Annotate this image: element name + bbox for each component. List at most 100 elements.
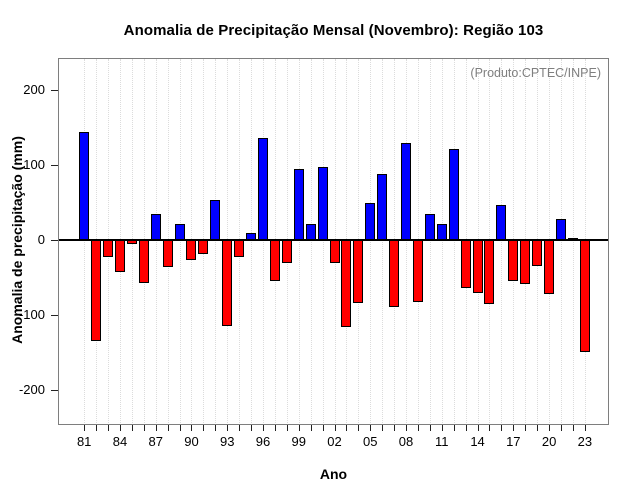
x-tick-2013 <box>465 425 467 431</box>
bar-2000 <box>305 223 316 240</box>
bar-2011 <box>436 224 447 240</box>
x-tick-label-1981: 81 <box>76 434 92 449</box>
gridline-2008 <box>406 59 408 423</box>
x-tick-label-2014: 14 <box>470 434 485 449</box>
x-tick-label-2011: 11 <box>435 434 449 449</box>
gridline-2010 <box>429 59 431 423</box>
gridline-2012 <box>453 59 455 423</box>
x-tick-2009 <box>417 425 419 431</box>
x-tick-2001 <box>322 425 324 431</box>
x-tick-2000 <box>310 425 312 431</box>
bar-2015 <box>484 240 495 304</box>
x-tick-1981 <box>84 425 86 431</box>
bar-2009 <box>412 240 423 303</box>
x-tick-2023 <box>584 425 586 431</box>
x-tick-2019 <box>537 425 539 431</box>
x-tick-1988 <box>167 425 169 431</box>
x-tick-1998 <box>286 425 288 431</box>
x-tick-1996 <box>263 425 264 431</box>
x-tick-2010 <box>429 425 431 431</box>
y-tick--100 <box>51 314 58 316</box>
x-tick-2005 <box>370 425 372 431</box>
x-tick-1987 <box>155 425 157 431</box>
x-tick-2002 <box>334 425 336 431</box>
bar-2013 <box>460 240 471 288</box>
bar-2003 <box>341 240 352 327</box>
x-tick-2018 <box>525 425 527 431</box>
bar-1988 <box>162 240 173 267</box>
x-tick-1990 <box>191 425 193 431</box>
gridline-1999 <box>298 59 300 423</box>
bar-2020 <box>544 240 555 294</box>
gridline-1996 <box>263 59 264 423</box>
bar-2018 <box>520 240 531 285</box>
x-tick-2003 <box>346 425 348 431</box>
bar-2008 <box>401 142 412 240</box>
y-tick--200 <box>51 389 58 391</box>
y-tick-label--200: -200 <box>18 382 45 397</box>
chart-title: Anomalia de Precipitação Mensal (Novembr… <box>123 22 544 39</box>
x-tick-2017 <box>513 425 515 431</box>
bar-1989 <box>174 223 185 240</box>
gridline-2011 <box>441 59 443 423</box>
bar-2005 <box>365 202 376 240</box>
bar-2016 <box>496 204 507 240</box>
x-tick-label-1993: 93 <box>220 434 235 449</box>
x-tick-2004 <box>358 425 360 431</box>
x-tick-label-1984: 84 <box>112 434 128 449</box>
bar-2023 <box>579 240 590 352</box>
bar-2002 <box>329 240 340 263</box>
bar-2021 <box>556 219 566 240</box>
gridline-1981 <box>84 59 86 423</box>
gridline-1992 <box>215 59 217 423</box>
x-tick-2021 <box>561 425 562 431</box>
gridline-2006 <box>382 59 384 423</box>
x-tick-1997 <box>274 425 276 431</box>
bar-1981 <box>79 132 90 240</box>
x-tick-label-1987: 87 <box>148 434 163 449</box>
bar-1986 <box>138 240 149 283</box>
x-tick-label-2002: 02 <box>327 434 342 449</box>
gridline-2001 <box>322 59 324 423</box>
bar-1999 <box>293 168 304 240</box>
bar-2001 <box>317 167 328 240</box>
bar-1983 <box>103 240 114 258</box>
x-tick-2006 <box>382 425 384 431</box>
x-tick-1991 <box>203 425 205 431</box>
bar-2006 <box>377 174 388 240</box>
x-tick-label-1996: 96 <box>255 434 271 449</box>
bar-1998 <box>281 240 292 263</box>
gridline-2016 <box>501 59 503 423</box>
gridline-1995 <box>251 59 253 423</box>
x-tick-1994 <box>239 425 241 431</box>
x-tick-1999 <box>298 425 300 431</box>
x-tick-label-2017: 17 <box>506 434 521 449</box>
x-tick-1983 <box>108 425 110 431</box>
y-tick-100 <box>51 164 58 166</box>
gridline-1989 <box>179 59 181 423</box>
x-tick-2020 <box>549 425 551 431</box>
bar-1994 <box>234 240 245 257</box>
x-tick-2012 <box>453 425 455 431</box>
bar-2012 <box>448 149 459 240</box>
bar-1992 <box>210 199 221 240</box>
x-tick-label-2005: 05 <box>363 434 378 449</box>
x-tick-2008 <box>406 425 408 431</box>
bar-2019 <box>532 240 543 266</box>
bar-1993 <box>222 240 233 326</box>
x-tick-1989 <box>179 425 181 431</box>
bar-1990 <box>186 240 197 260</box>
product-annotation: (Produto:CPTEC/INPE) <box>470 66 601 80</box>
bar-1997 <box>269 240 280 281</box>
bar-2010 <box>424 213 435 240</box>
x-tick-label-2023: 23 <box>577 434 593 449</box>
bar-1987 <box>150 213 161 240</box>
x-axis-title: Ano <box>319 466 348 482</box>
gridline-2021 <box>561 59 562 423</box>
bar-2004 <box>353 240 364 303</box>
y-tick-200 <box>51 89 58 91</box>
x-tick-2016 <box>501 425 503 431</box>
x-tick-2011 <box>441 425 443 431</box>
bar-1982 <box>91 240 102 341</box>
